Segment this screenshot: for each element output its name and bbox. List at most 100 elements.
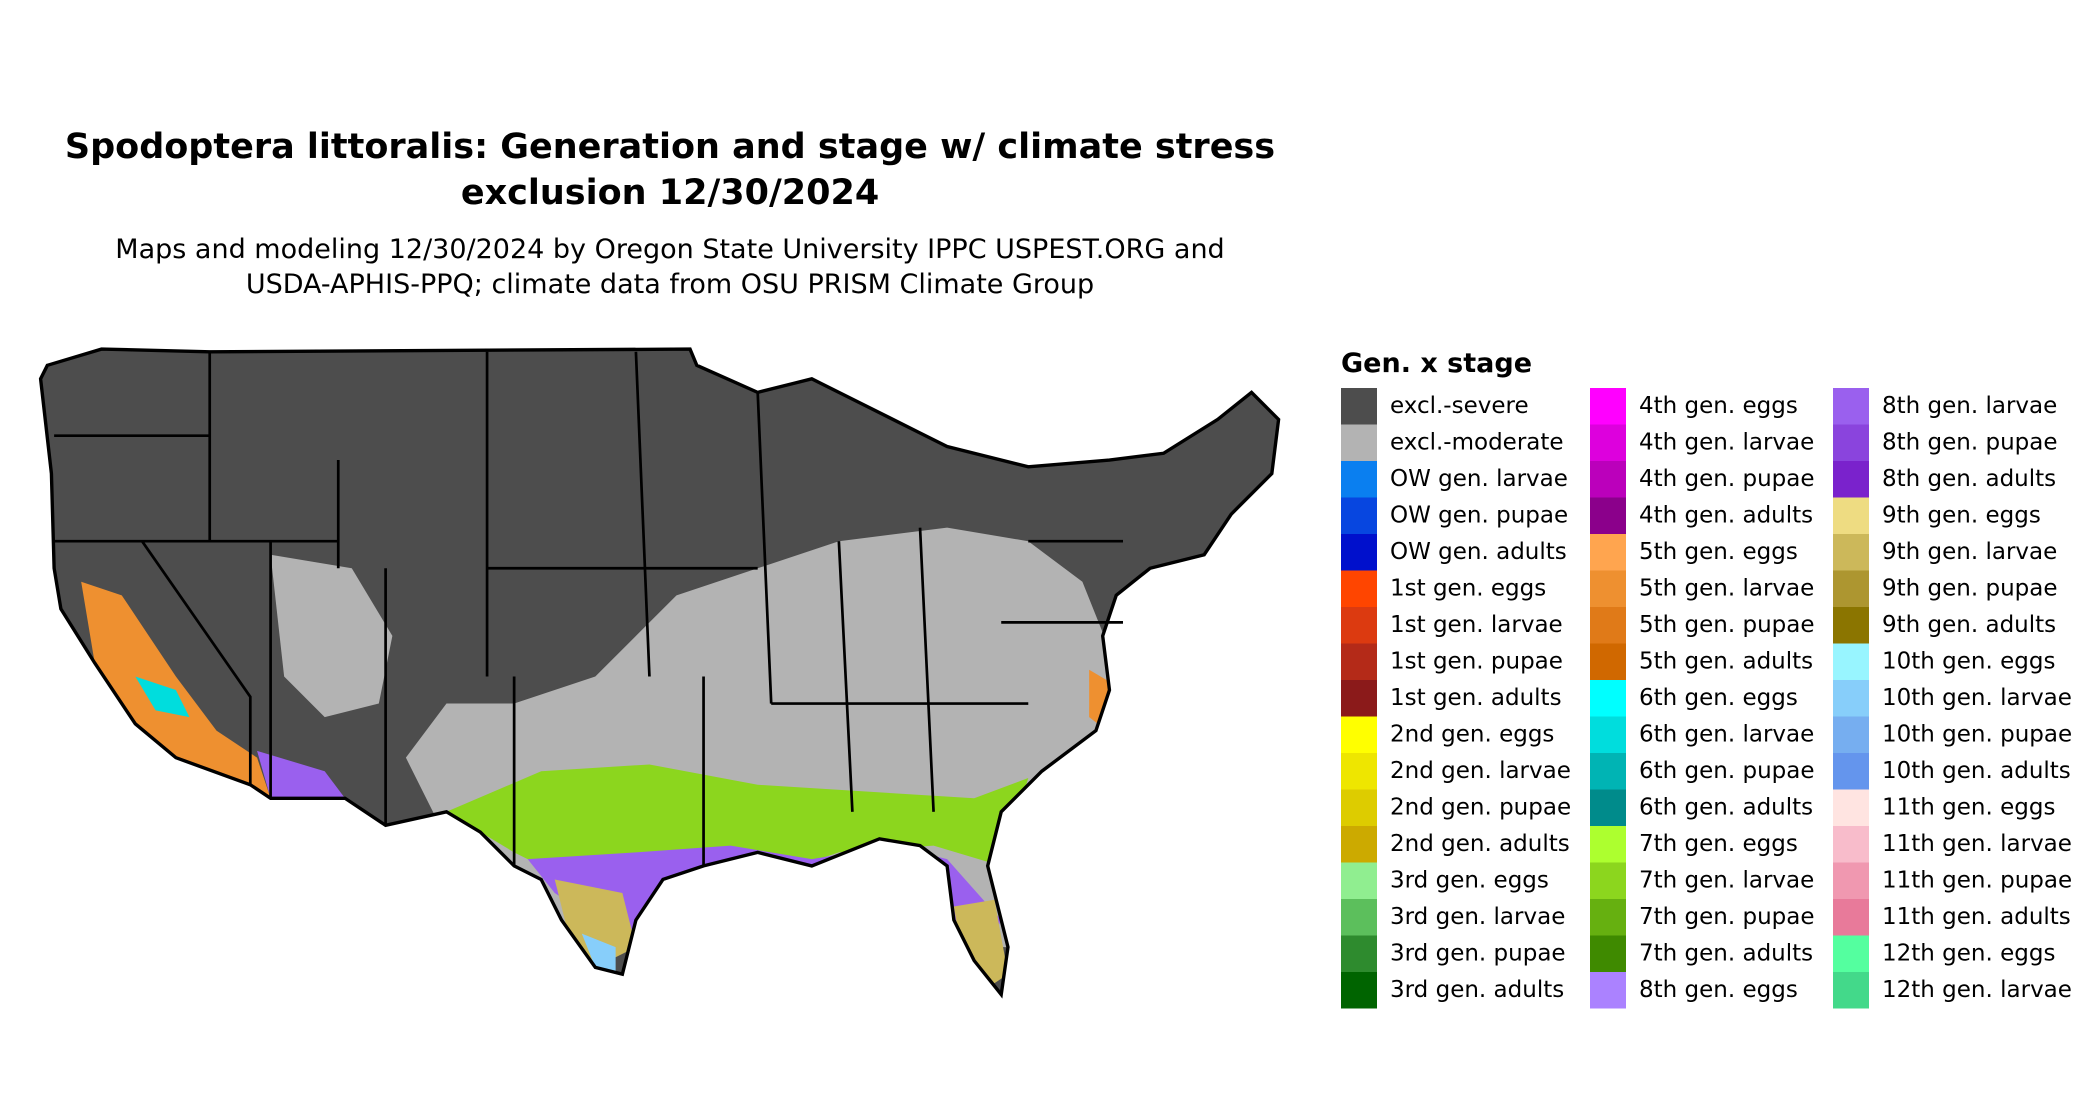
legend-swatch: [1590, 534, 1626, 571]
legend-label: 9th gen. pupae: [1882, 575, 2058, 601]
legend-label: 2nd gen. eggs: [1390, 721, 1554, 747]
legend-label: 8th gen. eggs: [1639, 977, 1798, 1003]
legend-swatch: [1833, 753, 1869, 790]
legend-swatch: [1833, 862, 1869, 899]
legend-swatch: [1590, 607, 1626, 644]
legend-label: 6th gen. pupae: [1639, 758, 1815, 784]
legend: excl.-severe excl.-moderate OW gen. larvae…: [1341, 388, 2072, 1009]
legend-label: 3rd gen. pupae: [1390, 940, 1566, 966]
gen9-area: [554, 879, 636, 968]
legend-swatch: [1341, 680, 1377, 717]
legend-swatch: [1341, 826, 1377, 863]
legend-swatch: [1833, 570, 1869, 607]
legend-label: 4th gen. adults: [1639, 502, 1813, 528]
legend-label: 9th gen. eggs: [1882, 502, 2041, 528]
legend-label: excl.-severe: [1390, 393, 1529, 419]
legend-label: 10th gen. larvae: [1882, 685, 2072, 711]
subtitle-line: Maps and modeling 12/30/2024 by Oregon S…: [115, 234, 1224, 265]
legend-swatch: [1590, 935, 1626, 972]
legend-swatch: [1590, 424, 1626, 461]
legend-label: OW gen. pupae: [1390, 502, 1568, 528]
legend-label: 10th gen. pupae: [1882, 721, 2072, 747]
legend-swatch: [1590, 753, 1626, 790]
legend-swatch: [1833, 789, 1869, 826]
legend-label: 11th gen. adults: [1882, 904, 2071, 930]
legend-label: OW gen. larvae: [1390, 466, 1568, 492]
legend-label: 12th gen. larvae: [1882, 977, 2072, 1003]
gen8-area: [527, 845, 1002, 975]
legend-label: 6th gen. larvae: [1639, 721, 1814, 747]
legend-label: 4th gen. larvae: [1639, 429, 1814, 455]
legend-label: 7th gen. pupae: [1639, 904, 1815, 930]
gen10-area: [581, 933, 616, 975]
legend-swatch: [1341, 899, 1377, 936]
legend-swatch: [1833, 899, 1869, 936]
legend-swatch: [1590, 570, 1626, 607]
legend-swatch: [1833, 935, 1869, 972]
legend-label: 1st gen. larvae: [1390, 612, 1563, 638]
legend-label: 3rd gen. larvae: [1390, 904, 1565, 930]
legend-swatch: [1341, 935, 1377, 972]
legend-label: excl.-moderate: [1390, 429, 1564, 455]
legend-label: 9th gen. larvae: [1882, 539, 2057, 565]
legend-swatch: [1341, 862, 1377, 899]
legend-swatch: [1590, 826, 1626, 863]
legend-swatch: [1833, 607, 1869, 644]
legend-label: 6th gen. eggs: [1639, 685, 1798, 711]
legend-label: OW gen. adults: [1390, 539, 1567, 565]
legend-label: 1st gen. pupae: [1390, 648, 1563, 674]
legend-swatch: [1341, 789, 1377, 826]
legend-swatch: [1833, 716, 1869, 753]
legend-label: 1st gen. eggs: [1390, 575, 1546, 601]
us-map: [38, 347, 1281, 997]
title-line: exclusion 12/30/2024: [461, 173, 879, 213]
legend-swatch: [1590, 789, 1626, 826]
legend-label: 2nd gen. adults: [1390, 831, 1570, 857]
legend-swatch: [1833, 388, 1869, 425]
legend-label: 3rd gen. eggs: [1390, 867, 1549, 893]
legend-label: 3rd gen. adults: [1390, 977, 1564, 1003]
legend-swatch: [1590, 899, 1626, 936]
legend-label: 10th gen. adults: [1882, 758, 2071, 784]
legend-swatch: [1341, 534, 1377, 571]
legend-label: 5th gen. adults: [1639, 648, 1813, 674]
legend-swatch: [1341, 424, 1377, 461]
legend-label: 5th gen. pupae: [1639, 612, 1815, 638]
legend-label: 11th gen. pupae: [1882, 867, 2072, 893]
legend-label: 9th gen. adults: [1882, 612, 2056, 638]
legend-swatch: [1341, 461, 1377, 498]
legend-label: 4th gen. eggs: [1639, 393, 1798, 419]
legend-label: 11th gen. larvae: [1882, 831, 2072, 857]
legend-swatch: [1833, 534, 1869, 571]
subtitle-line: USDA-APHIS-PPQ; climate data from OSU PR…: [246, 269, 1094, 300]
legend-label: 12th gen. eggs: [1882, 940, 2055, 966]
legend-swatch: [1833, 497, 1869, 534]
legend-label: 11th gen. eggs: [1882, 794, 2055, 820]
legend-swatch: [1590, 862, 1626, 899]
legend-label: 10th gen. eggs: [1882, 648, 2055, 674]
legend-label: 8th gen. adults: [1882, 466, 2056, 492]
legend-swatch: [1341, 388, 1377, 425]
legend-swatch: [1341, 497, 1377, 534]
legend-swatch: [1590, 680, 1626, 717]
legend-label: 8th gen. larvae: [1882, 393, 2057, 419]
legend-label: 1st gen. adults: [1390, 685, 1562, 711]
legend-swatch: [1341, 716, 1377, 753]
legend-swatch: [1833, 424, 1869, 461]
legend-label: 5th gen. larvae: [1639, 575, 1814, 601]
legend-swatch: [1833, 680, 1869, 717]
legend-label: 7th gen. eggs: [1639, 831, 1798, 857]
legend-swatch: [1833, 461, 1869, 498]
gen9-area: [953, 899, 1008, 988]
legend-swatch: [1590, 388, 1626, 425]
legend-label: 4th gen. pupae: [1639, 466, 1815, 492]
legend-swatch: [1833, 826, 1869, 863]
legend-label: 6th gen. adults: [1639, 794, 1813, 820]
legend-swatch: [1341, 753, 1377, 790]
legend-label: 7th gen. larvae: [1639, 867, 1814, 893]
gen6-area: [135, 676, 190, 718]
legend-label: 2nd gen. pupae: [1390, 794, 1571, 820]
legend-swatch: [1341, 643, 1377, 680]
